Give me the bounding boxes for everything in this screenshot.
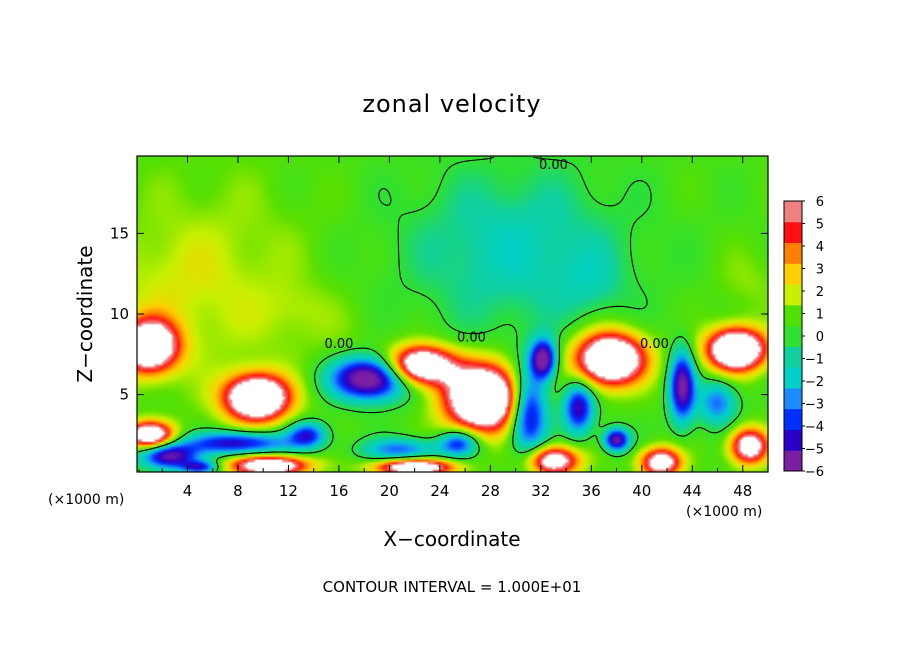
x-tick-label: 48 [733, 482, 752, 500]
y-tick-label: 5 [119, 386, 129, 404]
colorbar-tick-label: 5 [816, 218, 824, 233]
contour-label: 0.00 [324, 337, 353, 352]
zero-contour-layer: 0.00 0.00 0.00 0.00 [138, 156, 743, 472]
heatmap-image [137, 156, 768, 472]
colorbar-tick-label: 4 [816, 240, 824, 255]
colorbar-swatch [784, 408, 802, 430]
plot-area: 0.00 0.00 0.00 0.00 [136, 155, 769, 473]
contour-label: 0.00 [457, 331, 486, 346]
x-tick-label: 24 [430, 482, 449, 500]
x-tick-label: 4 [183, 482, 193, 500]
colorbar-tick-label: −2 [805, 375, 824, 390]
colorbar-swatch [784, 429, 802, 451]
x-unit-label-left: (×1000 m) [48, 492, 124, 508]
colorbar-swatch [784, 221, 802, 244]
colorbar-tick-label: −5 [805, 443, 824, 458]
colorbar-tick-label: 0 [816, 330, 824, 345]
x-tick-label: 8 [233, 482, 243, 500]
zero-contour-line [138, 156, 743, 472]
contour-label: 0.00 [640, 337, 669, 352]
x-unit-label-right: (×1000 m) [686, 504, 762, 520]
contour-label: 0.00 [539, 158, 568, 173]
colorbar-tick-label: 3 [816, 263, 824, 278]
x-tick-label: 36 [582, 482, 601, 500]
chart-title: zonal velocity [362, 90, 541, 118]
colorbar-tick-label: 2 [816, 285, 824, 300]
x-tick-label: 32 [531, 482, 550, 500]
x-tick-label: 16 [329, 482, 348, 500]
y-axis-label: Z−coordinate [73, 245, 97, 382]
y-axis: 5 10 15 [110, 224, 768, 404]
x-tick-label: 20 [380, 482, 399, 500]
x-tick-label: 28 [481, 482, 500, 500]
colorbar-swatch [784, 450, 802, 472]
x-tick-label: 40 [632, 482, 651, 500]
colorbar-swatch [784, 304, 802, 327]
x-tick-label: 44 [683, 482, 702, 500]
colorbar-tick-label: 1 [816, 308, 824, 323]
colorbar-tick-label: −3 [805, 398, 824, 413]
x-axis-label: X−coordinate [383, 527, 520, 551]
x-tick-label: 12 [279, 482, 298, 500]
colorbar-tick-label: −1 [805, 353, 824, 368]
colorbar-tick-label: 6 [816, 195, 824, 210]
colorbar-swatch [784, 284, 802, 306]
y-tick-label: 15 [110, 224, 129, 242]
colorbar-swatch [784, 367, 802, 389]
colorbar-tick-label: −4 [805, 420, 824, 435]
y-tick-label: 10 [110, 305, 129, 323]
colorbar-swatch [784, 242, 802, 264]
colorbar-swatch [784, 325, 802, 347]
colorbar-swatch [784, 201, 802, 223]
colorbar: 6 5 4 3 2 1 0 −1 −2 −3 −4 −5 −6 [783, 195, 824, 480]
colorbar-swatch [784, 346, 802, 368]
colorbar-tick-label: −6 [805, 465, 824, 480]
colorbar-swatch [784, 387, 802, 410]
x-axis: 4 8 12 16 20 24 28 32 36 40 44 48 [161, 156, 752, 500]
contour-interval-footer: CONTOUR INTERVAL = 1.000E+01 [323, 578, 582, 596]
colorbar-swatch [784, 263, 802, 285]
